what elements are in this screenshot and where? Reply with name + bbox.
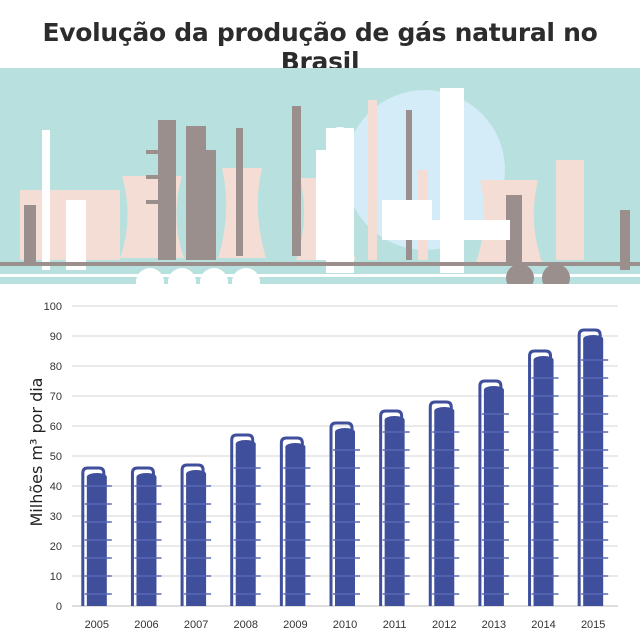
y-tick-label: 20 <box>50 541 62 553</box>
chimney <box>292 106 301 256</box>
building <box>556 160 584 260</box>
bar-pipe <box>130 466 155 606</box>
distillation-column <box>158 120 176 260</box>
bar-2015: 2015 <box>577 328 609 631</box>
x-tick-label: 2011 <box>383 619 407 631</box>
x-tick-label: 2009 <box>283 619 307 631</box>
bar-pipe <box>81 466 106 606</box>
x-tick-label: 2014 <box>531 619 555 631</box>
bar <box>136 477 157 606</box>
bar-cap <box>483 386 504 394</box>
chimney <box>236 128 243 256</box>
bar <box>533 360 554 606</box>
bar <box>285 447 306 606</box>
bar-pipe <box>180 463 205 606</box>
x-tick-label: 2015 <box>581 619 605 631</box>
x-tick-label: 2006 <box>134 619 158 631</box>
bar-pipe <box>528 349 553 606</box>
chimney <box>620 210 630 270</box>
bar-pipe <box>478 379 503 606</box>
bar-2010: 2010 <box>329 421 360 631</box>
plot-area: 0 10 20 30 40 50 60 70 80 90 100 2005 2006 2007 2008 20… <box>44 301 618 631</box>
bar-cap <box>335 428 355 436</box>
chimney <box>406 110 412 260</box>
bar-cap <box>136 473 157 481</box>
bar-pipe <box>279 436 304 606</box>
skyline-illustration <box>0 68 640 300</box>
bar <box>583 339 604 606</box>
y-tick-label: 50 <box>50 451 62 463</box>
bar-pipe <box>577 328 602 606</box>
bar-2009: 2009 <box>279 436 311 631</box>
bar-2012: 2012 <box>428 400 460 631</box>
bar-2008: 2008 <box>230 433 261 631</box>
bar-cap <box>384 416 405 424</box>
bar-pipe <box>329 421 354 606</box>
bar-2011: 2011 <box>379 409 410 631</box>
bar-pipe <box>230 433 255 606</box>
bar-2005: 2005 <box>81 466 112 631</box>
x-tick-label: 2010 <box>333 619 357 631</box>
y-tick-label: 100 <box>44 301 62 313</box>
bar <box>235 444 256 606</box>
bar-cap <box>235 440 256 448</box>
distillation-column <box>326 128 354 273</box>
y-tick-label: 30 <box>50 511 62 523</box>
bar-cap <box>583 335 604 343</box>
y-tick-label: 0 <box>56 601 62 613</box>
bar-cap <box>533 356 554 364</box>
x-tick-label: 2005 <box>85 619 109 631</box>
bar-cap <box>285 443 306 451</box>
distillation-column <box>440 88 464 273</box>
y-tick-label: 90 <box>50 331 62 343</box>
y-tick-label: 80 <box>50 361 62 373</box>
flare-stack <box>42 130 50 270</box>
bar-2007: 2007 <box>180 463 212 631</box>
bar-cap <box>434 407 455 415</box>
bar <box>86 477 107 606</box>
y-tick-label: 40 <box>50 481 62 493</box>
bar-cap <box>186 470 207 478</box>
y-tick-label: 10 <box>50 571 62 583</box>
y-axis-label: Milhões m³ por dia <box>27 378 46 527</box>
y-tick-label: 70 <box>50 391 62 403</box>
tank <box>24 205 36 265</box>
distillation-column <box>186 126 206 260</box>
bar <box>483 390 504 606</box>
x-tick-label: 2008 <box>233 619 257 631</box>
pipe <box>0 274 640 277</box>
bar-2014: 2014 <box>528 349 559 631</box>
bar-pipe <box>379 409 404 606</box>
x-tick-label: 2012 <box>432 619 456 631</box>
bar <box>335 432 355 606</box>
y-tick-label: 60 <box>50 421 62 433</box>
pipe <box>0 262 640 266</box>
x-tick-label: 2007 <box>184 619 208 631</box>
bar-2006: 2006 <box>130 466 162 631</box>
bar-pipe <box>428 400 453 606</box>
chart-title: Evolução da produção de gás natural no B… <box>42 18 598 76</box>
bar-2013: 2013 <box>478 379 509 631</box>
chimney <box>368 100 377 260</box>
bar-cap <box>86 473 107 481</box>
bar <box>384 420 405 606</box>
x-tick-label: 2013 <box>482 619 506 631</box>
